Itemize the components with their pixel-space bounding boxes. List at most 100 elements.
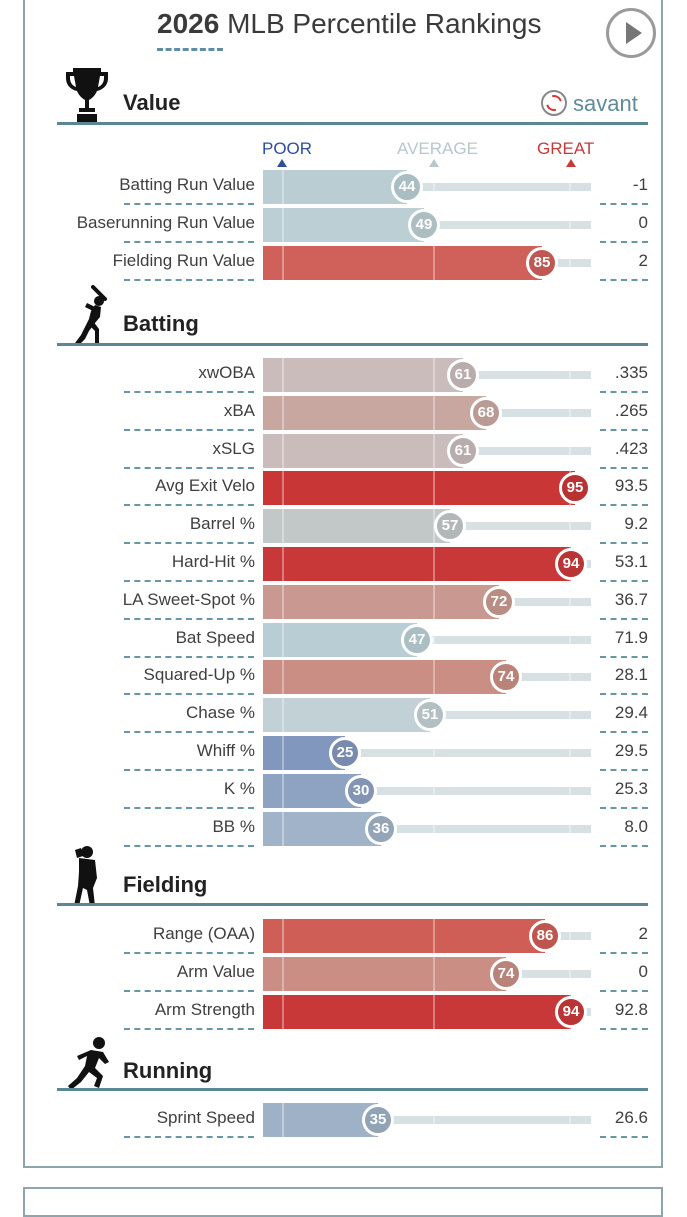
- stat-value: 8.0: [624, 817, 648, 836]
- tick-90: [569, 736, 571, 770]
- row-divider-left: [124, 203, 254, 205]
- row-divider-right: [600, 656, 648, 658]
- stat-label: Baserunning Run Value: [76, 213, 255, 232]
- stat-value: .265: [614, 401, 648, 420]
- stat-row: xSLG 61 .423: [0, 433, 687, 469]
- runner-icon: [68, 1037, 109, 1090]
- percentile-badge: 61: [447, 435, 479, 467]
- row-divider-left: [124, 656, 254, 658]
- stat-label: Bat Speed: [175, 628, 255, 647]
- percentile-badge: 61: [447, 359, 479, 391]
- row-divider-left: [124, 580, 254, 582]
- tick-90: [569, 585, 571, 619]
- stat-row: BB % 36 8.0: [0, 811, 687, 847]
- stat-label: Chase %: [186, 703, 255, 722]
- next-card-frame: [23, 1187, 663, 1217]
- stat-row: Baserunning Run Value 49 0: [0, 207, 687, 243]
- section-running: Running: [57, 1036, 648, 1094]
- section-value: Value: [57, 66, 648, 128]
- stat-row: Squared-Up % 74 28.1: [0, 659, 687, 695]
- percentile-bar: [263, 919, 545, 953]
- stat-label: LA Sweet-Spot %: [122, 590, 255, 609]
- row-divider-left: [124, 731, 254, 733]
- stat-row: Fielding Run Value 85 2: [0, 245, 687, 281]
- trophy-icon: [66, 68, 108, 124]
- row-divider-left: [124, 1028, 254, 1030]
- card-frame: [23, 0, 663, 1168]
- stat-row: Hard-Hit % 94 53.1: [0, 546, 687, 582]
- tick-50: [433, 812, 435, 846]
- stat-label: Range (OAA): [152, 924, 255, 943]
- percentile-track: [263, 183, 591, 191]
- percentile-badge: 36: [365, 813, 397, 845]
- stat-row: K % 30 25.3: [0, 773, 687, 809]
- tick-10: [282, 547, 284, 581]
- row-divider-right: [600, 279, 648, 281]
- stat-label: xBA: [223, 401, 255, 420]
- percentile-bar: [263, 547, 571, 581]
- stat-value: 9.2: [624, 514, 648, 533]
- tick-10: [282, 208, 284, 242]
- tick-50: [433, 585, 435, 619]
- percentile-badge: 85: [526, 247, 558, 279]
- percentile-badge: 49: [408, 209, 440, 241]
- average-marker-icon: [429, 159, 439, 167]
- tick-50: [433, 434, 435, 468]
- stat-value: 36.7: [614, 590, 648, 609]
- section-fielding: Fielding: [57, 844, 648, 910]
- section-batting: Batting: [57, 283, 648, 347]
- row-divider-right: [600, 845, 648, 847]
- percentile-badge: 86: [529, 920, 561, 952]
- tick-90: [569, 358, 571, 392]
- tick-10: [282, 623, 284, 657]
- percentile-badge: 94: [555, 996, 587, 1028]
- play-button[interactable]: [606, 8, 656, 58]
- percentile-badge: 44: [391, 171, 423, 203]
- row-divider-left: [124, 391, 254, 393]
- percentile-bar: [263, 358, 463, 392]
- row-divider-right: [600, 241, 648, 243]
- stat-value: -1: [632, 175, 648, 194]
- tick-90: [569, 623, 571, 657]
- row-divider-right: [600, 1028, 648, 1030]
- stat-row: xBA 68 .265: [0, 395, 687, 431]
- stat-row: LA Sweet-Spot % 72 36.7: [0, 584, 687, 620]
- title-year: 2026: [157, 8, 220, 39]
- tick-10: [282, 774, 284, 808]
- batter-icon: [75, 285, 107, 345]
- tick-50: [433, 774, 435, 808]
- row-divider-right: [600, 203, 648, 205]
- percentile-badge: 35: [362, 1104, 394, 1136]
- stat-label: Avg Exit Velo: [155, 476, 255, 495]
- stat-label: BB %: [212, 817, 255, 836]
- stat-value: 0: [638, 962, 648, 981]
- tick-90: [569, 812, 571, 846]
- stat-row: Batting Run Value 44 -1: [0, 169, 687, 205]
- section-title-batting: Batting: [123, 311, 199, 336]
- tick-50: [433, 170, 435, 204]
- baseball-icon: [541, 90, 567, 116]
- row-divider-right: [600, 542, 648, 544]
- tick-90: [569, 919, 571, 953]
- stat-row: Barrel % 57 9.2: [0, 508, 687, 544]
- percentile-track: [263, 749, 591, 757]
- stat-value: 26.6: [614, 1108, 648, 1127]
- stat-label: Whiff %: [196, 741, 255, 760]
- stat-value: 92.8: [614, 1000, 648, 1019]
- section-rule-value: [57, 122, 648, 125]
- row-divider-left: [124, 542, 254, 544]
- great-marker-icon: [566, 159, 576, 167]
- row-divider-left: [124, 769, 254, 771]
- stat-label: xwOBA: [198, 363, 255, 382]
- stat-label: Arm Strength: [154, 1000, 255, 1019]
- stat-label: K %: [223, 779, 255, 798]
- tick-10: [282, 995, 284, 1029]
- tick-10: [282, 698, 284, 732]
- stat-label: Hard-Hit %: [171, 552, 255, 571]
- percentile-track: [263, 1116, 591, 1124]
- row-divider-right: [600, 807, 648, 809]
- row-divider-right: [600, 391, 648, 393]
- stat-value: 93.5: [614, 476, 648, 495]
- savant-link[interactable]: savant: [541, 90, 638, 117]
- percentile-bar: [263, 170, 407, 204]
